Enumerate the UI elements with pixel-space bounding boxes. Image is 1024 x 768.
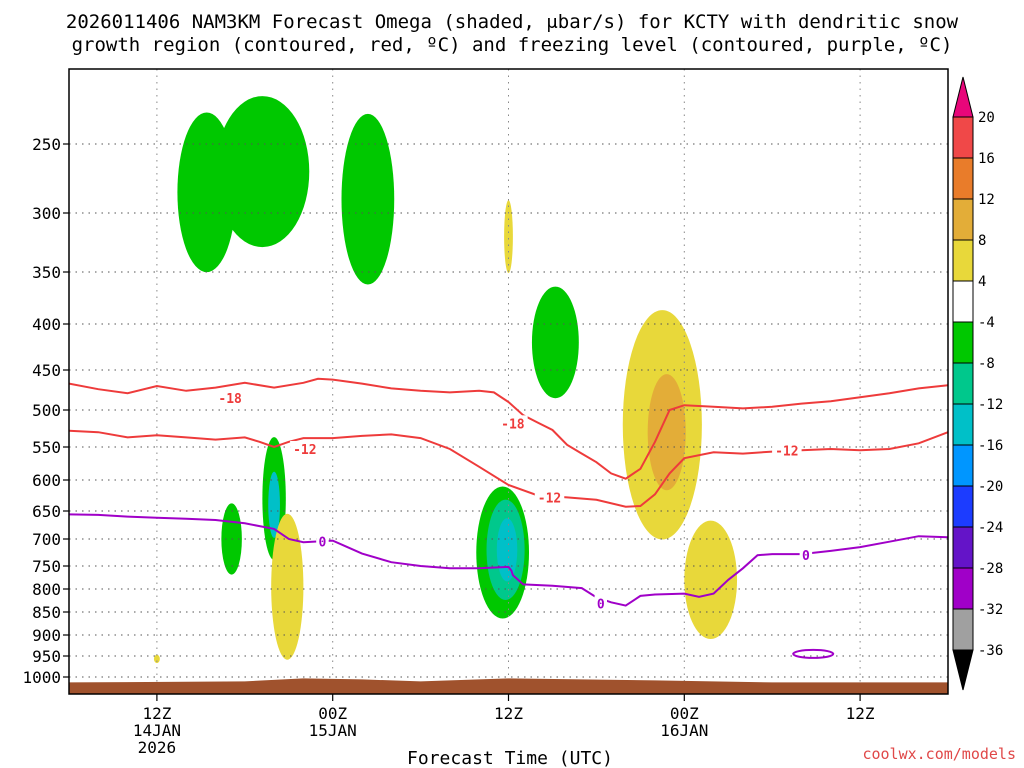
colorbar-swatch xyxy=(952,116,974,159)
omega-area xyxy=(153,654,160,664)
colorbar-bottom-arrow xyxy=(952,649,974,691)
colorbar-swatch xyxy=(952,362,974,405)
contour-line-zero xyxy=(69,513,948,607)
omega-area xyxy=(647,374,686,491)
y-tick-label: 450 xyxy=(32,361,61,380)
omega-area xyxy=(215,96,310,248)
y-tick-label: 700 xyxy=(32,530,61,549)
colorbar-label: 20 xyxy=(978,110,995,126)
colorbar-label: 16 xyxy=(978,151,995,167)
contour-label-bg xyxy=(772,442,802,458)
y-tick-label: 300 xyxy=(32,204,61,223)
colorbar-label: 4 xyxy=(978,274,986,290)
colorbar-swatch xyxy=(952,239,974,282)
colorbar-label: -8 xyxy=(978,356,995,372)
y-tick-label: 350 xyxy=(32,263,61,282)
colorbar-swatch xyxy=(952,608,974,651)
contour-label: -18 xyxy=(218,392,242,407)
contour-label: -12 xyxy=(775,444,798,459)
x-tick-label: 2026 xyxy=(138,738,177,757)
contour-small-zero xyxy=(792,648,835,659)
contour-label-bg xyxy=(290,440,320,456)
colorbar-swatch xyxy=(952,198,974,241)
colorbar-swatch xyxy=(952,280,974,323)
contour-label: -12 xyxy=(538,491,561,506)
colorbar-label: -28 xyxy=(978,561,1003,577)
colorbar-label: -16 xyxy=(978,438,1003,454)
omega-area xyxy=(531,286,579,399)
colorbar-swatch xyxy=(952,403,974,446)
colorbar-swatch xyxy=(952,485,974,528)
contour-label-bg xyxy=(498,415,528,431)
grid-lines xyxy=(69,69,948,694)
omega-area xyxy=(341,113,395,285)
x-tick-label: 12Z xyxy=(142,704,171,723)
contour-line-minus18 xyxy=(69,377,948,480)
y-tick-label: 850 xyxy=(32,603,61,622)
y-tick-label: 500 xyxy=(32,401,61,420)
y-tick-label: 800 xyxy=(32,580,61,599)
colorbar-label: -36 xyxy=(978,643,1003,659)
contour-label: -12 xyxy=(293,443,316,458)
x-tick-label: 14JAN xyxy=(133,721,181,740)
colorbar-swatch xyxy=(952,157,974,200)
contour-label-bg xyxy=(799,547,813,563)
colorbar-swatch xyxy=(952,444,974,487)
ground-fill xyxy=(69,678,948,694)
colorbar-label: -32 xyxy=(978,602,1003,618)
omega-area xyxy=(271,513,304,660)
contour-label-bg xyxy=(215,390,245,405)
colorbar-top-arrow xyxy=(952,76,974,118)
omega-area xyxy=(496,518,518,582)
y-tick-label: 650 xyxy=(32,502,61,521)
x-tick-label: 00Z xyxy=(670,704,699,723)
contour-label: -18 xyxy=(501,417,525,432)
x-tick-label: 00Z xyxy=(318,704,347,723)
contour-label: 0 xyxy=(802,549,810,564)
y-tick-label: 900 xyxy=(32,626,61,645)
y-tick-label: 950 xyxy=(32,647,61,666)
colorbar-swatch xyxy=(952,321,974,364)
x-axis-label: Forecast Time (UTC) xyxy=(407,748,613,768)
colorbar-label: 12 xyxy=(978,192,995,208)
omega-area xyxy=(684,520,738,639)
colorbar-swatch xyxy=(952,567,974,610)
colorbar-label: -20 xyxy=(978,479,1003,495)
contour-label: 0 xyxy=(597,597,605,612)
y-tick-label: 600 xyxy=(32,471,61,490)
contour-label-bg xyxy=(594,595,608,611)
colorbar-label: -24 xyxy=(978,520,1003,536)
y-tick-label: 1000 xyxy=(22,668,61,687)
contour-label-bg xyxy=(534,489,565,505)
x-tick-label: 12Z xyxy=(494,704,523,723)
y-tick-label: 400 xyxy=(32,315,61,334)
y-tick-label: 550 xyxy=(32,438,61,457)
x-tick-label: 15JAN xyxy=(309,721,357,740)
chart-title-line-1: 2026011406 NAM3KM Forecast Omega (shaded… xyxy=(66,11,959,33)
y-tick-label: 750 xyxy=(32,557,61,576)
omega-colorbar: 20 16 12 8 4 -4 -8 -12 -16 -20 -24 -28 -32 -36 xyxy=(952,76,1003,691)
y-axis: 250 300 350 400 450 500 550 600 650 700 750 800 850 9… xyxy=(22,135,69,687)
temperature-contours: -18 -18 -12 -12 -12 0 0 0 xyxy=(69,377,948,659)
x-tick-label: 12Z xyxy=(846,704,875,723)
colorbar-label: 8 xyxy=(978,233,986,249)
colorbar-label: -12 xyxy=(978,397,1003,413)
contour-label: 0 xyxy=(319,536,327,551)
omega-area xyxy=(504,200,513,273)
contour-label-bg xyxy=(316,533,329,549)
x-tick-label: 16JAN xyxy=(660,721,708,740)
colorbar-label: -4 xyxy=(978,315,995,331)
omega-area xyxy=(268,471,280,538)
chart-title-line-2: growth region (contoured, red, ºC) and f… xyxy=(72,34,953,56)
colorbar-swatch xyxy=(952,526,974,569)
ground-terrain xyxy=(69,678,948,694)
y-tick-label: 250 xyxy=(32,135,61,154)
site-credit: coolwx.com/models xyxy=(862,745,1016,763)
